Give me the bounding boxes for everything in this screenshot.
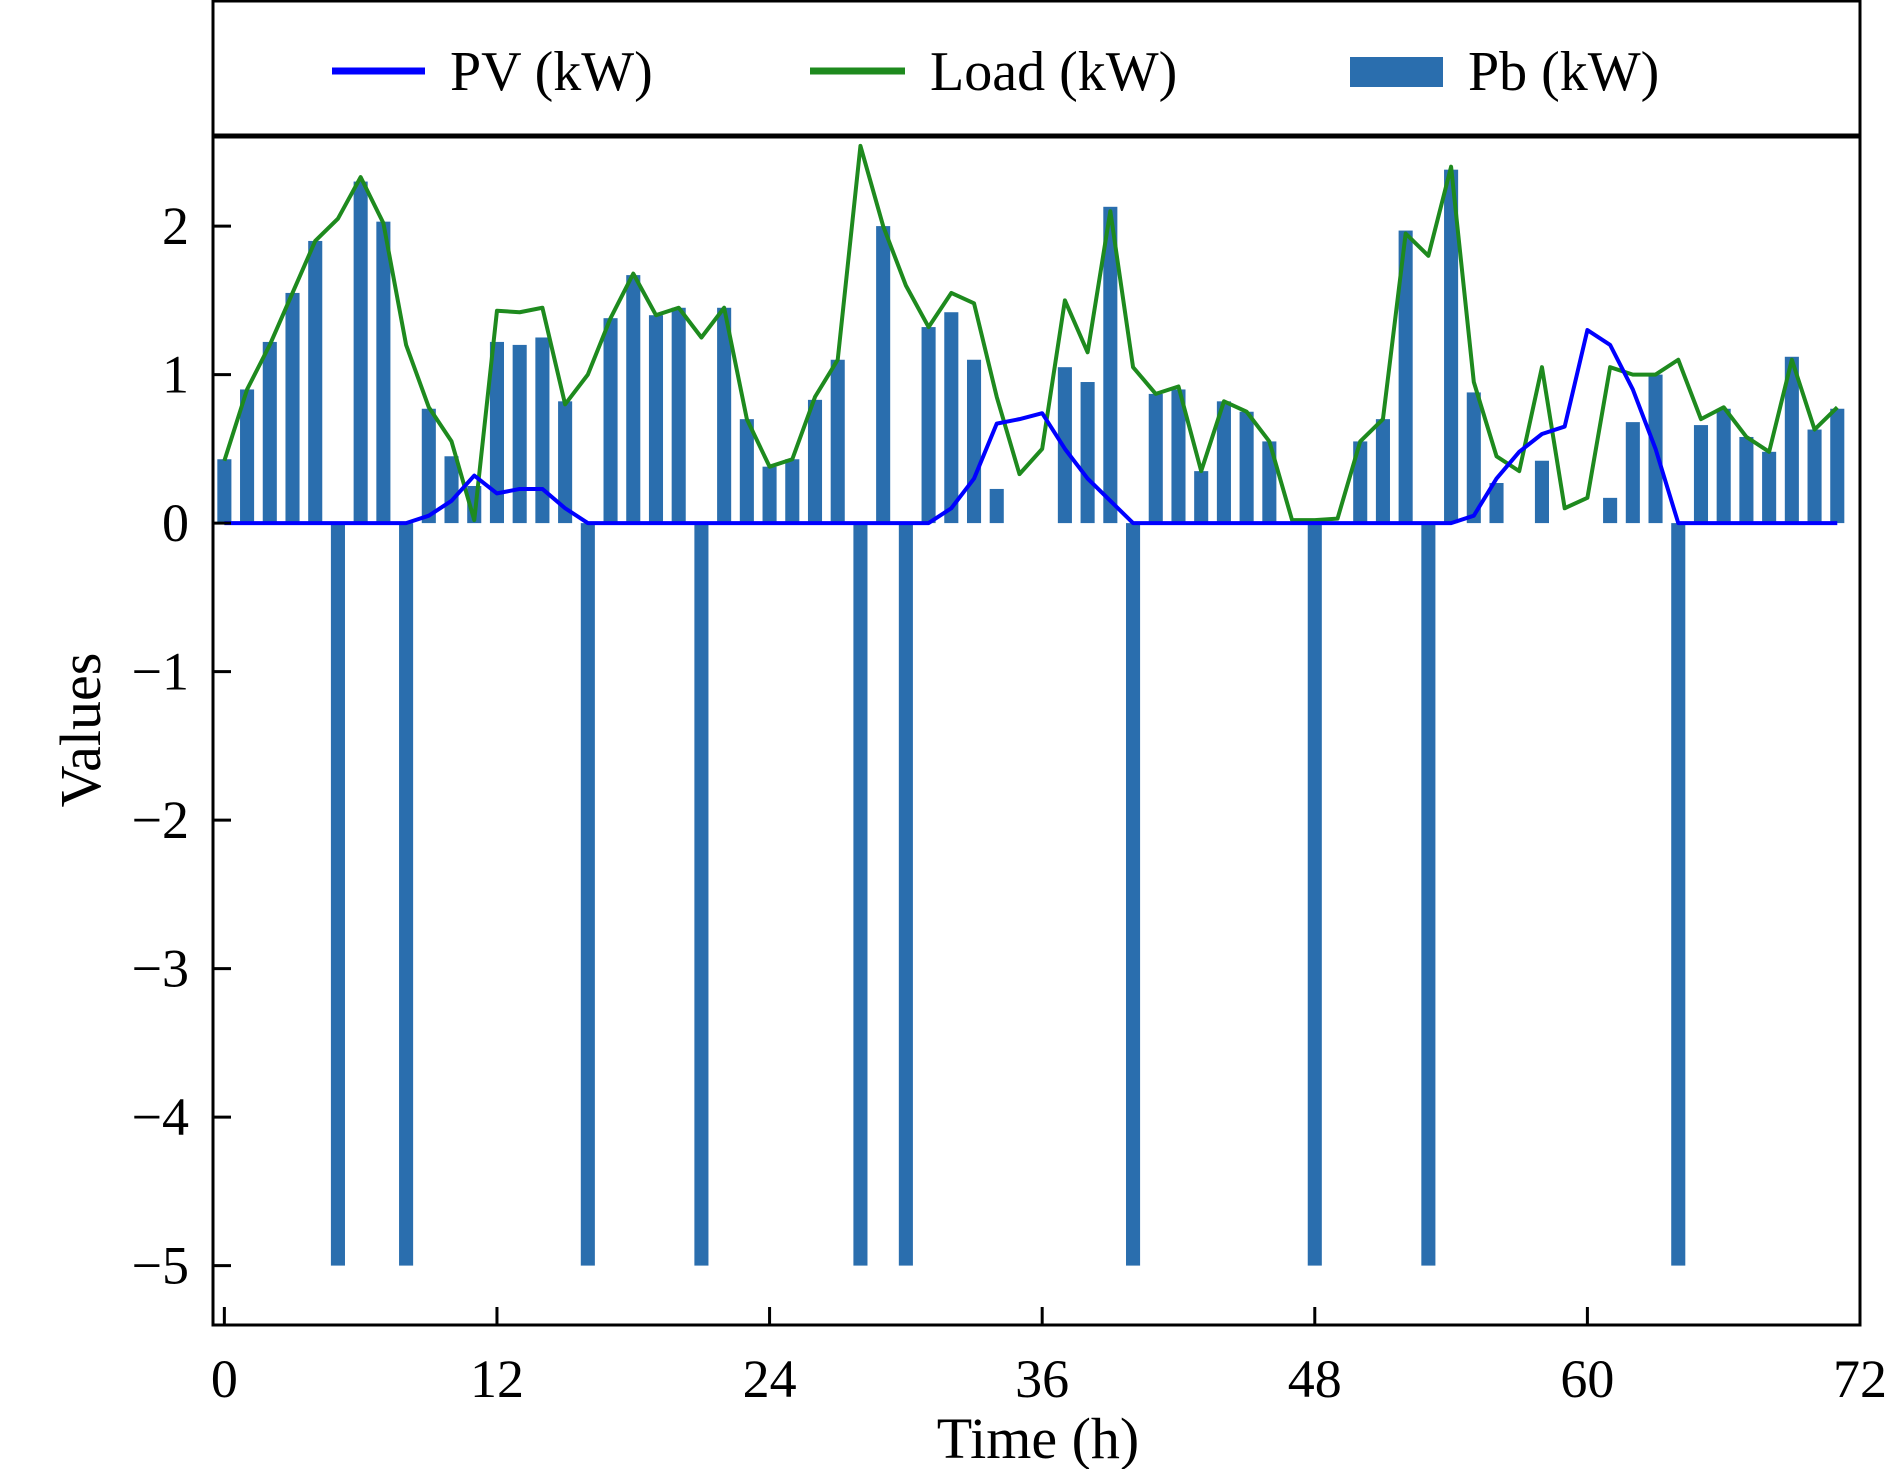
pb-bar xyxy=(785,459,800,524)
pb-bar xyxy=(535,337,550,524)
pb-bar xyxy=(717,307,732,524)
pb-bar xyxy=(1171,389,1186,524)
x-tick-label: 12 xyxy=(470,1349,524,1409)
lines-layer xyxy=(222,143,1839,526)
pb-bar xyxy=(580,523,595,1266)
x-tick-label: 72 xyxy=(1833,1349,1887,1409)
y-tick-label: −1 xyxy=(132,642,189,702)
pb-bar xyxy=(603,318,618,524)
pv-line xyxy=(224,328,1838,526)
pb-bar xyxy=(944,312,959,524)
x-tick-label: 48 xyxy=(1288,1349,1342,1409)
x-tick-label: 60 xyxy=(1560,1349,1614,1409)
pb-bar xyxy=(1489,483,1504,524)
pb-bar xyxy=(1307,523,1322,1266)
x-tick-label: 36 xyxy=(1015,1349,1069,1409)
pb-bar xyxy=(739,419,754,524)
legend-swatch-pb xyxy=(1350,57,1443,87)
y-tick-label: −5 xyxy=(132,1236,189,1296)
pb-bar xyxy=(558,401,573,524)
plot-frame xyxy=(211,135,1862,1327)
pb-bar xyxy=(1693,425,1709,524)
pb-bar xyxy=(421,408,436,524)
y-tick-label: −2 xyxy=(132,790,189,850)
pb-bar xyxy=(1194,471,1209,524)
legend-frame xyxy=(211,0,1862,137)
pb-bar xyxy=(1262,441,1277,524)
pb-bar xyxy=(1739,436,1754,524)
legend-label-pb: Pb (kW) xyxy=(1468,41,1659,103)
x-axis: 0 12 24 36 48 60 72 xyxy=(211,1307,1887,1409)
pb-bar xyxy=(1126,523,1141,1266)
y-tick-label: 2 xyxy=(162,196,189,256)
pb-bar xyxy=(1216,401,1231,524)
pb-bar xyxy=(694,523,709,1266)
pb-bar xyxy=(1784,356,1799,524)
pb-bars xyxy=(217,169,1845,1266)
pb-bar xyxy=(1716,408,1731,524)
pb-bar xyxy=(399,523,414,1266)
x-tick-label: 0 xyxy=(211,1349,238,1409)
pb-bar xyxy=(830,359,845,524)
pb-bar xyxy=(1080,382,1095,524)
pb-bar xyxy=(512,344,527,524)
y-tick-label: −4 xyxy=(132,1087,189,1147)
pb-bar xyxy=(807,399,823,524)
x-tick-label: 24 xyxy=(743,1349,797,1409)
pb-bar xyxy=(308,240,323,524)
y-tick-label: 1 xyxy=(162,345,189,405)
pb-bar xyxy=(330,523,345,1266)
pb-bar xyxy=(353,181,368,524)
y-axis: −5 −4 −3 −2 −1 0 1 2 xyxy=(132,196,231,1296)
pb-bar xyxy=(376,221,391,524)
y-tick-label: 0 xyxy=(162,493,189,553)
pb-bar xyxy=(626,275,641,524)
pb-bar xyxy=(489,341,504,524)
pb-bar xyxy=(876,226,891,524)
pb-bar xyxy=(217,459,232,524)
pb-bar xyxy=(1466,392,1481,524)
legend: PV (kW) Load (kW) Pb (kW) xyxy=(211,0,1862,137)
pb-bar xyxy=(1103,206,1118,524)
pb-bar xyxy=(671,307,686,524)
load-line xyxy=(222,143,1839,523)
pb-bar xyxy=(966,359,982,524)
pb-bar xyxy=(921,327,936,524)
pb-bar xyxy=(1398,230,1413,524)
pb-bar xyxy=(1375,419,1390,524)
pb-bar xyxy=(1762,451,1777,524)
pb-bar xyxy=(1671,523,1686,1266)
legend-label-load: Load (kW) xyxy=(930,41,1177,103)
pb-bar xyxy=(240,389,255,524)
pb-bar xyxy=(1603,497,1618,524)
pb-bar xyxy=(648,315,664,524)
pb-bar xyxy=(1534,460,1549,524)
pb-bar xyxy=(1807,429,1822,524)
pb-bar xyxy=(853,523,868,1266)
pb-bar xyxy=(1625,422,1640,524)
pb-bar xyxy=(444,456,459,524)
pb-bar xyxy=(262,341,277,524)
pb-bar xyxy=(1444,169,1459,524)
pb-bar xyxy=(1148,393,1163,524)
pb-bar xyxy=(1239,411,1254,524)
y-axis-title: Values xyxy=(48,653,113,808)
pb-bar xyxy=(898,523,913,1266)
y-tick-label: −3 xyxy=(132,939,189,999)
pb-bar xyxy=(285,292,300,524)
pb-bar xyxy=(762,466,777,524)
pb-bar xyxy=(1421,523,1436,1266)
pb-bar xyxy=(1830,408,1845,524)
pb-bar xyxy=(989,488,1004,524)
legend-label-pv: PV (kW) xyxy=(450,41,653,103)
pb-bar xyxy=(1353,441,1368,524)
x-axis-title: Time (h) xyxy=(937,1406,1140,1469)
